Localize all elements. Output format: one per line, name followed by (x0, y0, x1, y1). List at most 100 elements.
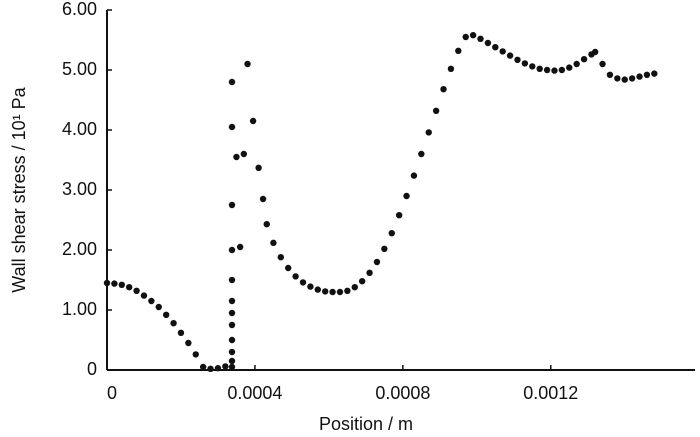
data-point (477, 35, 484, 42)
data-point (521, 60, 529, 67)
x-tick-label: 0 (107, 383, 117, 403)
data-point (292, 273, 299, 280)
data-point (484, 39, 492, 47)
data-point (529, 63, 536, 70)
data-point (228, 321, 236, 329)
x-tick-label: 0.0004 (227, 383, 282, 403)
data-point (170, 320, 177, 327)
y-tick-label: 0 (87, 359, 97, 379)
data-point (440, 86, 447, 93)
data-point (628, 75, 636, 82)
data-point (580, 56, 588, 63)
data-point (249, 117, 257, 125)
data-point (177, 329, 185, 336)
data-point (403, 192, 410, 200)
data-point (566, 64, 573, 71)
data-point (336, 288, 344, 296)
data-point (551, 67, 558, 74)
data-point (277, 254, 285, 261)
data-point (395, 212, 403, 219)
data-point (199, 363, 207, 371)
data-point (388, 230, 395, 237)
data-point (259, 195, 267, 203)
data-point (236, 243, 244, 251)
data-point (228, 123, 236, 131)
data-point (351, 284, 358, 291)
data-point (192, 351, 199, 358)
data-point (469, 32, 477, 39)
data-point (228, 297, 236, 305)
data-point (344, 287, 351, 294)
data-point (228, 357, 236, 365)
data-point (299, 279, 307, 286)
data-point (329, 288, 336, 296)
data-point (506, 52, 514, 59)
data-point (543, 66, 551, 74)
data-point (228, 78, 236, 86)
data-point (651, 70, 658, 77)
data-point (255, 164, 262, 171)
data-point (425, 129, 432, 136)
y-tick-label: 5.00 (62, 59, 97, 79)
data-point (118, 281, 125, 288)
data-point (228, 276, 236, 284)
y-tick-label: 4.00 (62, 119, 97, 139)
data-point (321, 288, 329, 295)
data-point (462, 33, 469, 41)
data-point (185, 339, 192, 347)
y-tick-label: 3.00 (62, 179, 97, 199)
y-tick-label: 2.00 (62, 239, 97, 259)
data-point (228, 348, 236, 356)
data-point (244, 60, 251, 68)
data-point (103, 279, 111, 287)
data-point (455, 47, 462, 54)
data-point (214, 365, 222, 372)
data-point (447, 65, 455, 73)
data-point (263, 221, 270, 228)
data-point (410, 172, 418, 179)
data-point (432, 107, 440, 115)
data-point (381, 245, 388, 252)
data-point (125, 284, 133, 291)
data-point (614, 75, 621, 82)
data-point (499, 48, 506, 55)
data-point (228, 246, 236, 254)
data-point (133, 287, 140, 294)
data-point (222, 363, 229, 370)
data-point (373, 258, 381, 266)
data-point (162, 311, 170, 318)
data-point (599, 60, 606, 68)
x-axis-label: Position / m (319, 414, 413, 434)
data-point (155, 303, 162, 311)
data-point (591, 48, 599, 56)
data-point (621, 76, 628, 83)
data-point (573, 60, 580, 68)
data-point (636, 73, 643, 80)
data-point (643, 71, 651, 79)
data-point (314, 286, 321, 293)
data-point (207, 365, 214, 372)
data-point (358, 278, 366, 285)
data-point (111, 280, 118, 287)
data-point (285, 264, 292, 272)
data-point (228, 201, 236, 209)
data-point (228, 309, 236, 317)
data-point (228, 336, 236, 344)
data-point (558, 66, 566, 74)
data-point (536, 65, 543, 73)
data-point (228, 363, 236, 371)
data-point (148, 297, 155, 305)
data-point (418, 150, 425, 158)
data-point (492, 44, 499, 51)
y-tick-label: 1.00 (62, 299, 97, 319)
data-point (307, 283, 314, 290)
data-point (140, 292, 148, 299)
y-tick-label: 6.00 (62, 0, 97, 19)
data-point (240, 150, 248, 158)
x-tick-label: 0.0012 (523, 383, 578, 403)
data-point (514, 56, 521, 63)
x-tick-label: 0.0008 (375, 383, 430, 403)
data-point (270, 239, 277, 246)
